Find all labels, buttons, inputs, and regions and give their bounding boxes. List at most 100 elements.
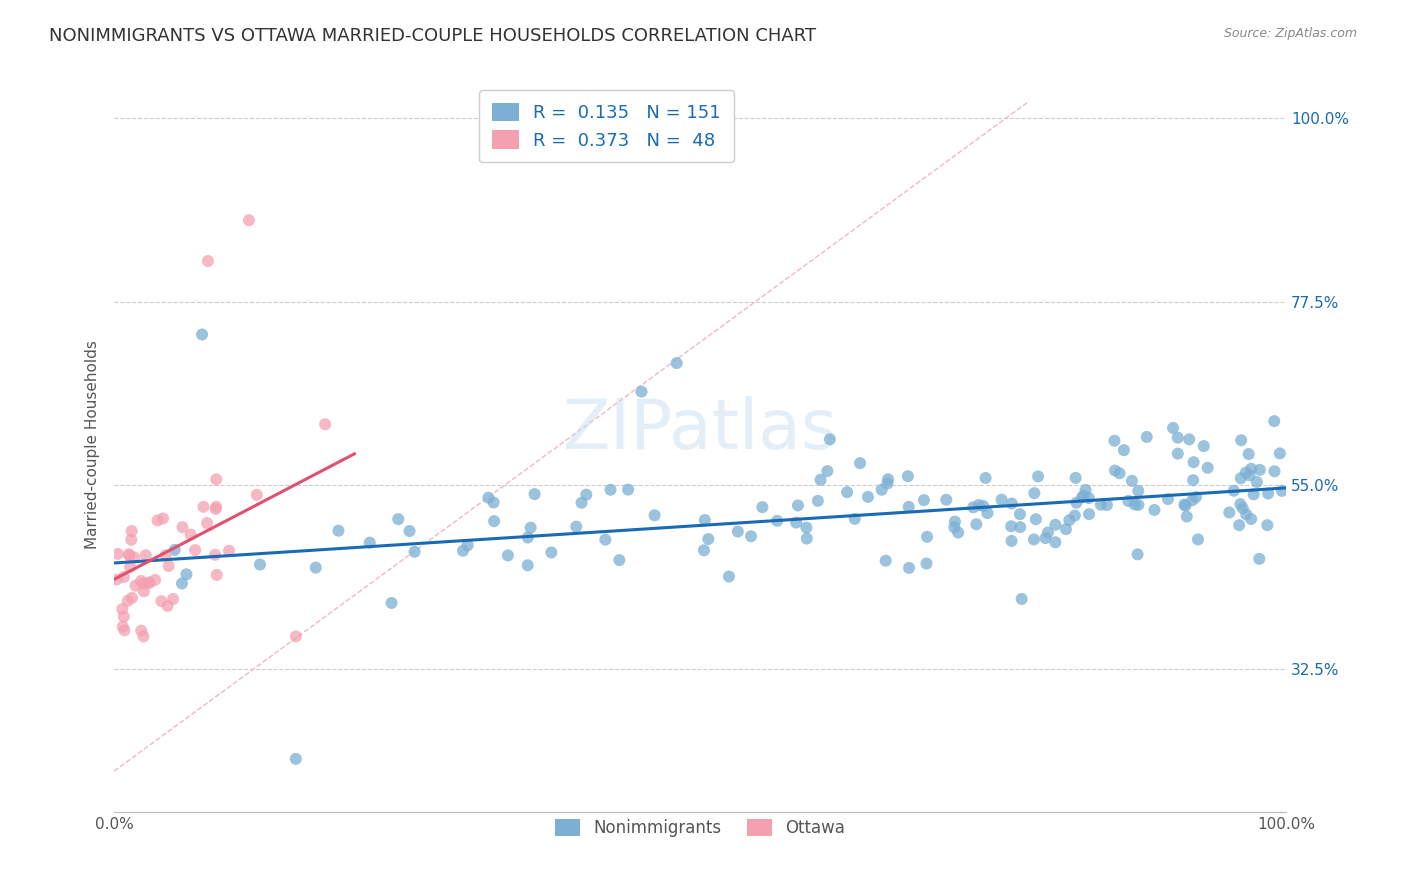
Point: [1022, 533, 1045, 547]
Point: [1178, 433, 1201, 447]
Point: [943, 515, 966, 529]
Point: [1230, 434, 1253, 448]
Point: [974, 471, 997, 485]
Point: [1095, 498, 1118, 512]
Point: [523, 487, 546, 501]
Point: [122, 550, 145, 565]
Point: [1000, 519, 1022, 533]
Point: [1000, 533, 1022, 548]
Point: [135, 549, 157, 563]
Text: Source: ZipAtlas.com: Source: ZipAtlas.com: [1223, 27, 1357, 40]
Point: [967, 498, 990, 512]
Point: [132, 576, 155, 591]
Point: [807, 493, 830, 508]
Point: [162, 592, 184, 607]
Point: [156, 599, 179, 613]
Point: [205, 568, 228, 582]
Point: [962, 500, 984, 515]
Point: [114, 624, 136, 638]
Point: [1128, 483, 1150, 498]
Point: [571, 496, 593, 510]
Point: [205, 472, 228, 486]
Point: [915, 557, 938, 571]
Point: [565, 519, 588, 533]
Point: [204, 502, 226, 516]
Point: [1263, 464, 1285, 478]
Point: [976, 506, 998, 520]
Point: [935, 492, 957, 507]
Point: [1223, 483, 1246, 498]
Point: [1064, 471, 1087, 485]
Point: [766, 514, 789, 528]
Point: [1077, 491, 1099, 505]
Point: [740, 529, 762, 543]
Point: [1232, 501, 1254, 516]
Point: [1054, 522, 1077, 536]
Point: [121, 591, 143, 605]
Point: [1157, 491, 1180, 506]
Point: [176, 567, 198, 582]
Point: [1246, 475, 1268, 489]
Point: [1268, 446, 1291, 460]
Point: [1182, 455, 1205, 469]
Point: [644, 508, 666, 523]
Point: [143, 573, 166, 587]
Point: [875, 554, 897, 568]
Point: [1112, 443, 1135, 458]
Point: [1257, 486, 1279, 500]
Point: [796, 520, 818, 534]
Point: [120, 533, 142, 547]
Point: [1025, 512, 1047, 526]
Point: [693, 543, 716, 558]
Point: [972, 499, 994, 513]
Point: [785, 516, 807, 530]
Point: [1123, 498, 1146, 512]
Point: [1167, 431, 1189, 445]
Point: [380, 596, 402, 610]
Point: [1240, 512, 1263, 526]
Point: [1108, 467, 1130, 481]
Point: [1234, 466, 1257, 480]
Point: [897, 500, 920, 514]
Point: [152, 511, 174, 525]
Point: [1218, 506, 1240, 520]
Point: [946, 525, 969, 540]
Point: [218, 543, 240, 558]
Point: [238, 213, 260, 227]
Point: [1175, 509, 1198, 524]
Point: [124, 579, 146, 593]
Point: [1001, 496, 1024, 510]
Point: [121, 524, 143, 538]
Point: [205, 500, 228, 514]
Point: [697, 532, 720, 546]
Point: [870, 483, 893, 497]
Point: [1073, 489, 1095, 503]
Point: [693, 513, 716, 527]
Point: [1071, 491, 1094, 505]
Point: [112, 609, 135, 624]
Point: [195, 516, 218, 530]
Point: [155, 549, 177, 563]
Point: [856, 490, 879, 504]
Point: [1035, 531, 1057, 545]
Point: [111, 620, 134, 634]
Point: [132, 584, 155, 599]
Point: [1243, 487, 1265, 501]
Point: [1078, 507, 1101, 521]
Point: [107, 547, 129, 561]
Point: [1263, 414, 1285, 428]
Text: ZIPatlas: ZIPatlas: [562, 396, 838, 464]
Point: [1192, 439, 1215, 453]
Point: [1074, 483, 1097, 497]
Point: [1143, 503, 1166, 517]
Point: [305, 560, 328, 574]
Point: [897, 469, 920, 483]
Point: [1136, 430, 1159, 444]
Point: [118, 547, 141, 561]
Point: [328, 524, 350, 538]
Point: [1161, 421, 1184, 435]
Point: [835, 485, 858, 500]
Point: [1126, 547, 1149, 561]
Point: [876, 476, 898, 491]
Point: [912, 493, 935, 508]
